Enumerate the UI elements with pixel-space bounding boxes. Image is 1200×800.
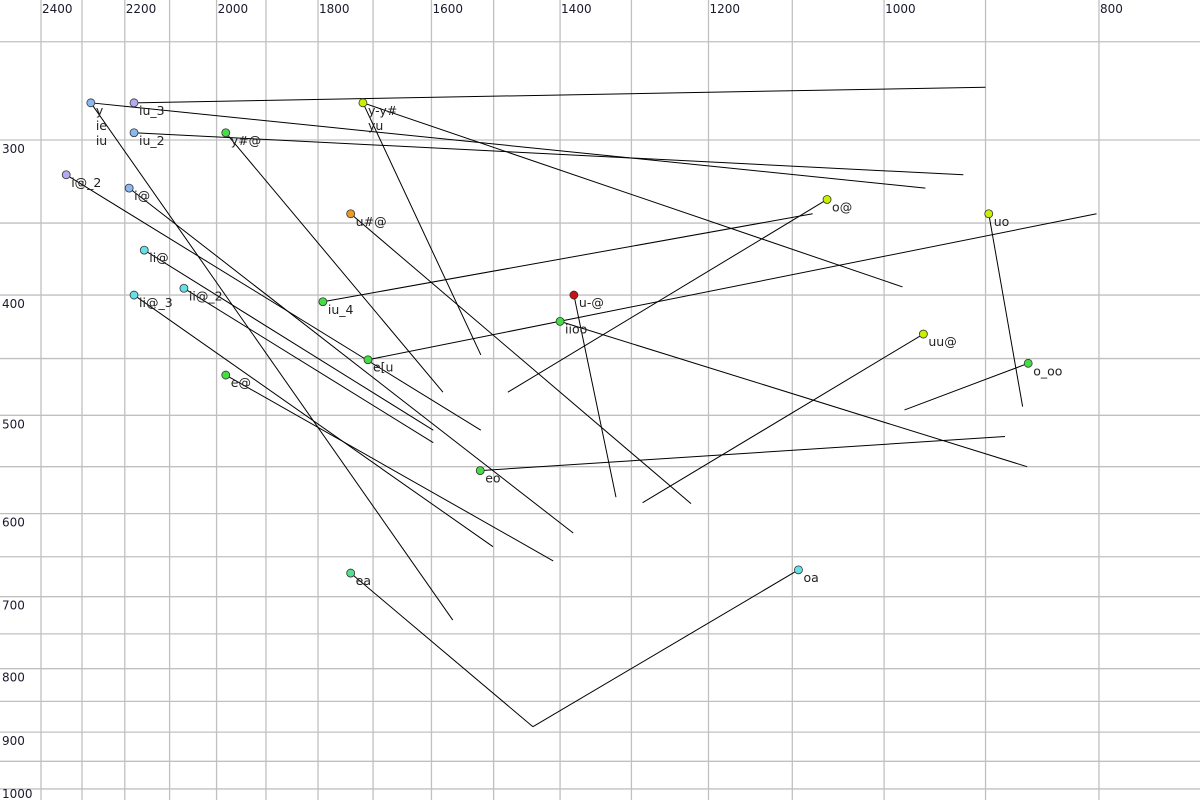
trajectory-line: [350, 213, 692, 505]
point-label: y#@: [231, 133, 261, 148]
x-tick-label: 1200: [710, 2, 741, 16]
x-tick-label: 1600: [432, 2, 463, 16]
y-tick-label: 800: [2, 671, 25, 685]
trajectory-line: [573, 294, 617, 498]
point-label: yu: [368, 118, 383, 133]
data-point: [139, 245, 149, 255]
data-point: [822, 195, 832, 204]
point-label: uu@: [928, 334, 956, 349]
trajectory-line: [128, 187, 574, 534]
trajectory-line: [988, 213, 1024, 407]
point-label: ii@_3: [139, 295, 173, 310]
point-label: u#@: [356, 214, 387, 229]
x-axis-ticks: 2400 2200 2000 1800 1600 1400 1200 1000 800: [42, 2, 1123, 16]
trajectory-line: [225, 132, 444, 393]
y-tick-label: 300: [2, 142, 25, 156]
trajectory-line: [133, 294, 494, 548]
trajectory-line: [65, 174, 482, 431]
x-tick-label: 1800: [319, 2, 350, 16]
y-tick-label: 400: [2, 297, 25, 311]
data-point: [475, 466, 485, 476]
trajectory-line: [134, 132, 964, 176]
data-point: [794, 565, 803, 575]
data-point: [318, 297, 328, 307]
data-point: [129, 290, 139, 300]
y-tick-label: 500: [2, 417, 25, 431]
data-point: [86, 98, 96, 108]
trajectory-line: [362, 102, 903, 288]
data-point: [569, 290, 579, 300]
y-tick-label: 1000: [2, 787, 33, 800]
trajectory-line: [532, 569, 799, 728]
point-label: o@: [832, 199, 852, 214]
data-point: [61, 170, 71, 180]
data-point: [346, 568, 356, 578]
trajectory-line: [507, 199, 828, 393]
point-label: i@: [134, 188, 150, 203]
trajectory-line: [350, 572, 534, 728]
data-point: [124, 183, 134, 193]
x-tick-label: 2200: [126, 2, 157, 16]
data-point: [346, 209, 356, 219]
y-tick-label: 700: [2, 599, 25, 613]
point-label: o_oo: [1033, 363, 1062, 378]
x-tick-label: 800: [1100, 2, 1123, 16]
trajectory-line: [134, 86, 986, 104]
data-point: [221, 128, 231, 138]
data-point: [918, 329, 928, 339]
trajectory-line: [225, 374, 554, 562]
x-tick-label: 1000: [885, 2, 916, 16]
point-label: iioo: [565, 321, 587, 336]
point-label: ea: [356, 573, 371, 588]
trajectory-line: [183, 287, 434, 444]
trajectory-line: [367, 213, 1097, 361]
point-label: oa: [803, 570, 818, 585]
x-tick-label: 1400: [561, 2, 592, 16]
point-label: e@: [231, 375, 251, 390]
trajectory-line: [90, 102, 926, 189]
y-axis-ticks: 300 400 500 600 700 800 900 1000: [2, 142, 33, 800]
x-tick-label: 2000: [218, 2, 249, 16]
data-point: [363, 355, 373, 365]
data-point: [221, 370, 231, 380]
point-label: ie: [96, 118, 107, 133]
y-tick-label: 600: [2, 516, 25, 530]
point-label: i@_2: [71, 175, 101, 190]
trajectory-line: [642, 333, 924, 504]
point-label: eo: [485, 471, 500, 486]
point-label: iu_2: [139, 133, 165, 148]
trajectory-line: [904, 362, 1029, 411]
point-label: y-y#: [368, 103, 397, 118]
trajectory-line: [143, 249, 434, 431]
point-label: iu_4: [328, 302, 354, 317]
x-tick-label: 2400: [42, 2, 73, 16]
data-point: [129, 98, 139, 108]
point-label: iu_3: [139, 103, 165, 118]
point-label: u-@: [579, 295, 604, 310]
y-tick-label: 900: [2, 734, 25, 748]
trajectory-line: [322, 213, 813, 303]
data-point: [129, 128, 139, 138]
data-point: [358, 98, 368, 108]
point-label: uo: [994, 214, 1010, 229]
point-label: e[u: [373, 360, 394, 375]
data-point: [555, 316, 565, 326]
data-point: [179, 283, 189, 293]
trajectory-line: [480, 435, 1006, 472]
point-label: iu: [96, 133, 107, 148]
trajectory-line: [90, 102, 454, 621]
data-point: [984, 209, 994, 219]
data-point: [1023, 358, 1033, 368]
point-label: ii@: [149, 250, 168, 265]
trajectories: [65, 86, 1097, 728]
trajectory-line: [559, 320, 1028, 468]
point-label: y: [96, 103, 104, 118]
trajectory-line: [362, 102, 482, 356]
point-label: ii@_2: [189, 288, 223, 303]
